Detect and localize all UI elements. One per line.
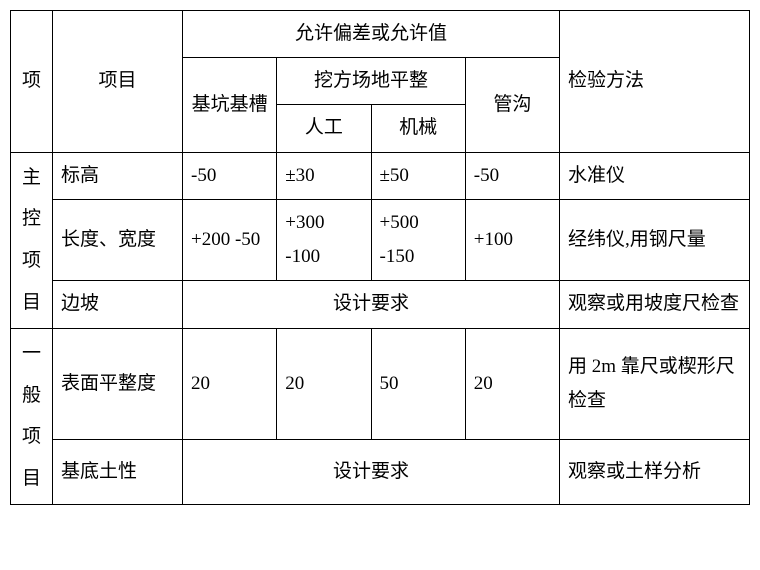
- group-main-control-char: 控: [13, 198, 50, 240]
- header-row-1: 项 项目 允许偏差或允许值 检验方法: [11, 11, 750, 58]
- tolerance-table: 项 项目 允许偏差或允许值 检验方法 基坑基槽 挖方场地平整 管沟 人工 机械 …: [10, 10, 750, 505]
- cell-value: 50: [371, 328, 465, 440]
- group-general-char: 一: [13, 333, 50, 375]
- cell-merged-value: 设计要求: [183, 440, 560, 505]
- cell-value: 20: [277, 328, 371, 440]
- header-pipe-trench: 管沟: [465, 58, 559, 152]
- table-row: 边坡 设计要求 观察或用坡度尺检查: [11, 281, 750, 328]
- cell-item: 边坡: [53, 281, 183, 328]
- cell-item: 基底土性: [53, 440, 183, 505]
- header-foundation-pit: 基坑基槽: [183, 58, 277, 152]
- header-item: 项目: [53, 11, 183, 153]
- cell-method: 观察或土样分析: [560, 440, 750, 505]
- group-main-control-char: 目: [13, 282, 50, 324]
- table-row: 一 般 项 目 表面平整度 20 20 50 20 用 2m 靠尺或楔形尺检查: [11, 328, 750, 440]
- group-general-char: 目: [13, 458, 50, 500]
- header-method: 检验方法: [560, 11, 750, 153]
- cell-method: 水准仪: [560, 152, 750, 199]
- table-row: 基底土性 设计要求 观察或土样分析: [11, 440, 750, 505]
- cell-value: 20: [465, 328, 559, 440]
- cell-item: 表面平整度: [53, 328, 183, 440]
- cell-method: 经纬仪,用钢尺量: [560, 199, 750, 281]
- header-excavation-leveling: 挖方场地平整: [277, 58, 466, 105]
- header-category: 项: [11, 11, 53, 153]
- group-main-control: 主 控 项 目: [11, 152, 53, 328]
- cell-value: ±50: [371, 152, 465, 199]
- cell-item: 长度、宽度: [53, 199, 183, 281]
- cell-value: +100: [465, 199, 559, 281]
- group-general-char: 般: [13, 375, 50, 417]
- cell-value: -50: [183, 152, 277, 199]
- cell-value: -50: [465, 152, 559, 199]
- cell-method: 用 2m 靠尺或楔形尺检查: [560, 328, 750, 440]
- cell-value: 20: [183, 328, 277, 440]
- cell-merged-value: 设计要求: [183, 281, 560, 328]
- cell-method: 观察或用坡度尺检查: [560, 281, 750, 328]
- table-row: 长度、宽度 +200 -50 +300 -100 +500 -150 +100 …: [11, 199, 750, 281]
- cell-value: +200 -50: [183, 199, 277, 281]
- cell-item: 标高: [53, 152, 183, 199]
- header-manual: 人工: [277, 105, 371, 152]
- header-mechanical: 机械: [371, 105, 465, 152]
- group-main-control-char: 项: [13, 240, 50, 282]
- group-main-control-char: 主: [13, 157, 50, 199]
- cell-value: +300 -100: [277, 199, 371, 281]
- table-row: 主 控 项 目 标高 -50 ±30 ±50 -50 水准仪: [11, 152, 750, 199]
- cell-value: +500 -150: [371, 199, 465, 281]
- group-general-char: 项: [13, 416, 50, 458]
- header-tolerance-group: 允许偏差或允许值: [183, 11, 560, 58]
- header-category-text: 项: [13, 60, 50, 102]
- cell-value: ±30: [277, 152, 371, 199]
- header-item-text: 项目: [98, 70, 136, 91]
- group-general: 一 般 项 目: [11, 328, 53, 504]
